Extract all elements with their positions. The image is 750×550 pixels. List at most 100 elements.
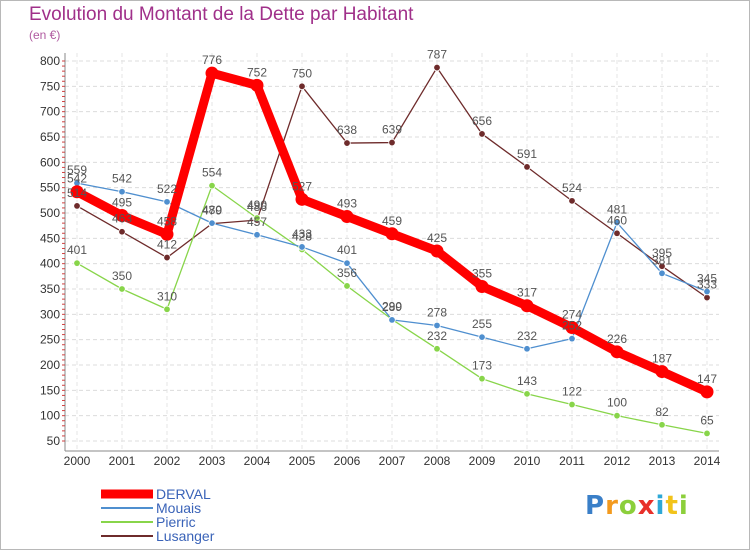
data-point [160,227,174,241]
data-label: 143 [517,374,537,388]
proxiti-logo: Proxiti [585,491,689,521]
data-label: 401 [67,243,87,257]
data-label: 252 [562,319,582,333]
data-point [433,345,441,353]
x-tick-label: 2005 [289,454,316,468]
y-tick-label: 700 [40,105,60,119]
y-tick-label: 550 [40,181,60,195]
data-point [73,202,81,210]
data-label: 522 [157,182,177,196]
data-label: 542 [112,172,132,186]
data-point [343,259,351,267]
data-point [478,333,486,341]
data-point [568,197,576,205]
data-point [703,293,711,302]
data-label: 495 [112,196,132,210]
data-point [70,185,84,199]
data-point [523,163,531,171]
x-tick-label: 2010 [514,454,541,468]
data-label: 750 [292,66,312,80]
x-tick-label: 2001 [109,454,136,468]
axis-layer: 50 100 150 200 250 300 350 400 450 500 550 600 650 70… [40,53,721,468]
data-point [478,374,486,383]
data-point [118,188,126,196]
data-point [478,130,486,138]
data-point [430,244,444,258]
y-tick-label: 350 [40,282,60,296]
chart-title: Evolution du Montant de la Dette par Hab… [29,4,414,25]
data-point [118,285,126,293]
data-point [163,305,171,313]
data-point [163,198,171,206]
data-point [343,282,351,290]
data-label: 458 [157,214,177,228]
x-tick-label: 2008 [424,454,451,468]
data-label: 554 [202,166,222,180]
data-point [568,334,576,343]
data-point [655,365,669,379]
x-tick-label: 2009 [469,454,496,468]
data-point [340,210,354,224]
data-point [613,411,621,420]
data-point [658,262,666,270]
data-point [565,321,579,335]
x-tick-label: 2012 [604,454,631,468]
y-tick-label: 100 [40,409,60,423]
data-label: 656 [472,114,492,128]
data-label: 486 [247,200,267,214]
data-label: 490 [247,198,267,212]
legend-label-mouais: Mouais [156,500,201,516]
data-label: 395 [652,246,672,260]
data-label: 278 [427,305,447,319]
y-tick-label: 750 [40,79,60,93]
data-label: 147 [697,372,717,386]
y-tick-label: 300 [40,307,60,321]
data-label: 433 [292,227,312,241]
y-tick-label: 400 [40,257,60,271]
x-tick-label: 2006 [334,454,361,468]
data-point [388,138,396,147]
x-tick-label: 2002 [154,454,181,468]
data-label: 289 [382,300,402,314]
legend-label-pierric: Pierric [156,514,196,530]
data-label: 463 [112,212,132,226]
y-tick-label: 250 [40,333,60,347]
data-point [703,429,711,438]
data-label: 122 [562,385,582,399]
data-label: 355 [472,266,492,280]
data-point [613,229,621,237]
data-label: 65 [700,413,714,427]
data-label: 290 [382,299,402,313]
legend-label-derval: DERVAL [156,486,211,502]
data-point [253,231,261,239]
data-label: 345 [697,272,717,286]
data-point [475,279,489,293]
data-point [700,385,714,399]
data-label: 481 [607,203,627,217]
data-point [520,299,534,313]
data-point [385,227,399,241]
data-label: 173 [472,359,492,373]
label-layer: 514 463 412 479 486 750 638 639 787 656 591 524 460 3… [67,48,717,428]
y-tick-label: 600 [40,155,60,169]
data-label: 787 [427,48,447,62]
data-point [208,219,216,227]
data-label: 317 [517,286,537,300]
data-point [250,78,264,92]
data-point [523,390,531,398]
data-point [523,345,531,353]
x-tick-label: 2013 [649,454,676,468]
data-label: 459 [382,214,402,228]
data-label: 350 [112,269,132,283]
data-label: 381 [652,253,672,267]
data-point [388,316,396,324]
data-label: 425 [427,231,447,245]
data-label: 559 [67,163,87,177]
data-label: 232 [427,329,447,343]
data-point [658,269,666,277]
data-label: 274 [562,308,582,322]
y-tick-label: 50 [47,434,61,448]
data-label: 226 [607,332,627,346]
